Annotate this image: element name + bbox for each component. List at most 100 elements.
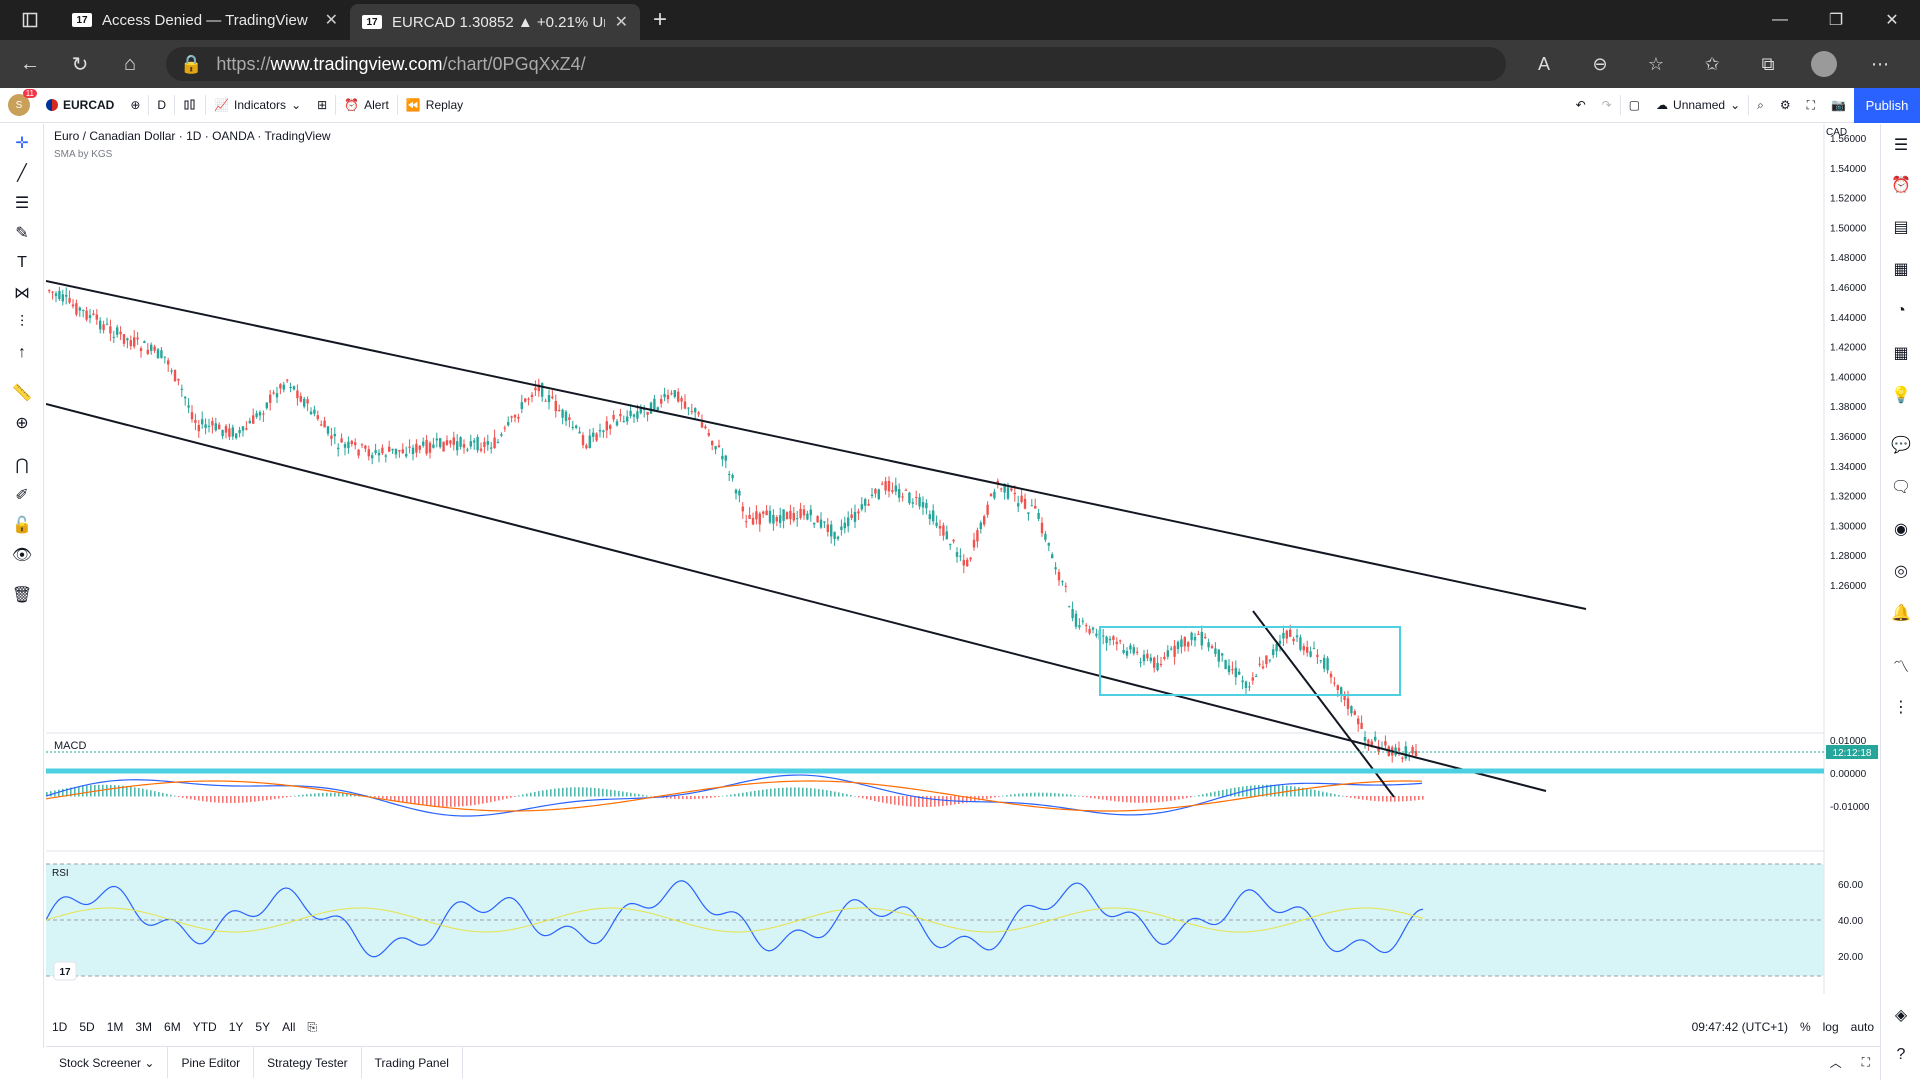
trash-icon[interactable]: 🗑 xyxy=(11,587,33,604)
alert-button[interactable]: ⏰ Alert xyxy=(336,88,397,122)
publish-button[interactable]: Publish xyxy=(1854,88,1920,123)
short-downtrend-line[interactable] xyxy=(1252,610,1395,798)
trendline-icon[interactable]: ╱ xyxy=(17,165,27,182)
range-box[interactable] xyxy=(1099,626,1401,696)
tab-pine-editor[interactable]: Pine Editor xyxy=(168,1047,255,1078)
search-icon[interactable]: ⌕ xyxy=(1757,97,1764,112)
ruler-icon[interactable]: 📏 xyxy=(12,385,32,402)
fullscreen-icon[interactable]: ⛶ xyxy=(1806,97,1816,112)
redo-icon[interactable]: ↷ xyxy=(1601,98,1612,112)
zoom-in-icon[interactable]: ⊕ xyxy=(15,415,29,432)
chart-title[interactable]: Euro / Canadian Dollar · 1D · OANDA · Tr… xyxy=(54,129,331,143)
compare-icon[interactable]: ⊕ xyxy=(130,98,141,112)
prediction-icon[interactable]: ⫶ xyxy=(19,314,24,331)
profile-avatar[interactable] xyxy=(1798,44,1850,84)
broadcast-icon[interactable]: ◎ xyxy=(1894,563,1908,580)
back-arrow-icon[interactable]: ← xyxy=(20,52,40,75)
undo-icon[interactable]: ↶ xyxy=(1575,98,1586,112)
arrow-up-icon[interactable]: ↑ xyxy=(18,344,26,361)
log-toggle[interactable]: log xyxy=(1822,1020,1839,1034)
minimize-icon[interactable]: — xyxy=(1772,11,1788,28)
window-close-icon[interactable]: ✕ xyxy=(1885,12,1899,29)
range-button[interactable]: 1Y xyxy=(228,1020,244,1034)
symbol-search[interactable]: EURCAD xyxy=(38,88,122,122)
close-icon[interactable]: ✕ xyxy=(324,12,338,29)
range-button[interactable]: 5Y xyxy=(255,1020,271,1034)
new-tab-button[interactable]: + xyxy=(652,6,667,33)
reload-icon[interactable]: ↻ xyxy=(71,53,89,76)
auto-toggle[interactable]: auto xyxy=(1850,1020,1874,1034)
crosshair-icon[interactable]: ✛ xyxy=(15,135,29,152)
range-button[interactable]: YTD xyxy=(192,1020,217,1034)
lock-drawings-icon[interactable]: 🔓 xyxy=(12,517,32,534)
watchlist-icon[interactable]: ☰ xyxy=(1893,137,1909,154)
favorites-icon[interactable]: ✩ xyxy=(1704,53,1720,74)
dom-icon[interactable]: ⋮ xyxy=(1893,699,1909,716)
chats-icon[interactable]: 💬 xyxy=(1891,437,1911,454)
browser-tab-eurcad[interactable]: 17 EURCAD 1.30852 ▲ +0.21% Unn ✕ xyxy=(350,4,640,40)
chart-canvas[interactable]: 12:12:18 1.56000 1.54000 1.52000 1.50000 1.4… xyxy=(45,124,1880,1080)
camera-icon[interactable]: 📷 xyxy=(1831,98,1846,112)
goto-date-icon[interactable]: ⎘ xyxy=(307,1019,318,1034)
tab-stock-screener[interactable]: Stock Screener ⌄ xyxy=(46,1047,169,1078)
sma-legend[interactable]: SMA by KGS xyxy=(54,149,113,160)
hide-drawings-icon[interactable]: 👁 xyxy=(11,547,33,564)
magnet-icon[interactable]: ⋂ xyxy=(15,457,29,474)
close-icon[interactable]: ✕ xyxy=(614,14,628,31)
more-menu-icon[interactable]: ⋯ xyxy=(1871,53,1889,74)
comments-icon[interactable]: 🗨 xyxy=(1890,479,1912,496)
percent-toggle[interactable]: % xyxy=(1799,1020,1811,1034)
chart-type-candles-icon[interactable] xyxy=(175,88,205,122)
text-icon[interactable]: T xyxy=(17,254,27,271)
user-menu[interactable]: S 11 xyxy=(0,88,38,122)
chart-area[interactable]: 12:12:18 1.56000 1.54000 1.52000 1.50000 1.4… xyxy=(45,124,1880,1080)
collections-icon[interactable]: ⧉ xyxy=(1761,53,1775,74)
layout-name-button[interactable]: ☁ Unnamed ⌄ xyxy=(1648,88,1748,122)
range-button[interactable]: 1D xyxy=(52,1020,68,1034)
channel-upper-trendline[interactable] xyxy=(45,280,1587,610)
interval-button[interactable]: D xyxy=(157,98,167,112)
tab-strategy-tester[interactable]: Strategy Tester xyxy=(254,1047,362,1078)
channel-lower-trendline[interactable] xyxy=(45,403,1547,792)
tab-actions-icon[interactable] xyxy=(0,0,60,40)
range-button[interactable]: 6M xyxy=(164,1020,181,1034)
range-button[interactable]: 3M xyxy=(135,1020,153,1034)
home-icon[interactable]: ⌂ xyxy=(123,52,137,75)
hotlist-icon[interactable]: ◔ xyxy=(1896,302,1906,319)
indicators-button[interactable]: 📈 Indicators ⌄ xyxy=(206,88,309,122)
layout-select-icon[interactable]: ▢ xyxy=(1628,98,1641,112)
replay-button[interactable]: ⏪ Replay xyxy=(398,88,471,122)
settings-gear-icon[interactable]: ⚙ xyxy=(1779,98,1791,112)
templates-icon[interactable]: ⊞ xyxy=(317,98,328,112)
notifications-bell-icon[interactable]: 🔔 xyxy=(1891,605,1911,622)
data-window-icon[interactable]: ▤ xyxy=(1893,219,1909,236)
collapse-panel-icon[interactable]: ︿ xyxy=(1829,1056,1842,1070)
price-axis[interactable]: 1.56000 1.54000 1.52000 1.50000 1.48000 1.460… xyxy=(1830,134,1870,963)
news-icon[interactable]: ▦ xyxy=(1893,261,1909,278)
range-button[interactable]: All xyxy=(282,1020,296,1034)
trading-icon[interactable]: 〽 xyxy=(1892,659,1909,676)
fib-retracement-icon[interactable]: ☰ xyxy=(14,195,30,212)
brush-icon[interactable]: ✎ xyxy=(15,225,29,242)
read-aloud-icon[interactable]: A xyxy=(1537,53,1550,74)
stay-drawing-icon[interactable]: ✐ xyxy=(15,487,29,504)
help-icon[interactable]: ? xyxy=(1896,1046,1906,1063)
maximize-panel-icon[interactable]: ⛶ xyxy=(1861,1055,1870,1069)
range-button[interactable]: 5D xyxy=(79,1020,95,1034)
calendar-icon[interactable]: ▦ xyxy=(1893,345,1909,362)
layers-icon[interactable]: ◈ xyxy=(1894,1007,1908,1024)
ideas-bulb-icon[interactable]: 💡 xyxy=(1891,387,1911,404)
streams-icon[interactable]: ◉ xyxy=(1894,521,1908,538)
add-favorite-icon[interactable]: ☆ xyxy=(1647,53,1665,74)
currency-label[interactable]: CAD xyxy=(1826,127,1847,138)
alerts-clock-icon[interactable]: ⏰ xyxy=(1891,177,1911,194)
browser-tab-access-denied[interactable]: 17 Access Denied — TradingView ✕ xyxy=(60,0,350,40)
maximize-icon[interactable]: ❐ xyxy=(1828,12,1844,29)
pattern-icon[interactable]: ⋈ xyxy=(14,285,30,302)
tab-trading-panel[interactable]: Trading Panel xyxy=(362,1047,463,1078)
zoom-icon[interactable]: ⊖ xyxy=(1592,53,1608,74)
clock-label[interactable]: 09:47:42 (UTC+1) xyxy=(1691,1020,1788,1034)
url-field[interactable]: 🔒 https://www.tradingview.com/chart/0PGq… xyxy=(166,47,1506,81)
range-button[interactable]: 1M xyxy=(106,1020,124,1034)
candle-body xyxy=(173,369,177,382)
